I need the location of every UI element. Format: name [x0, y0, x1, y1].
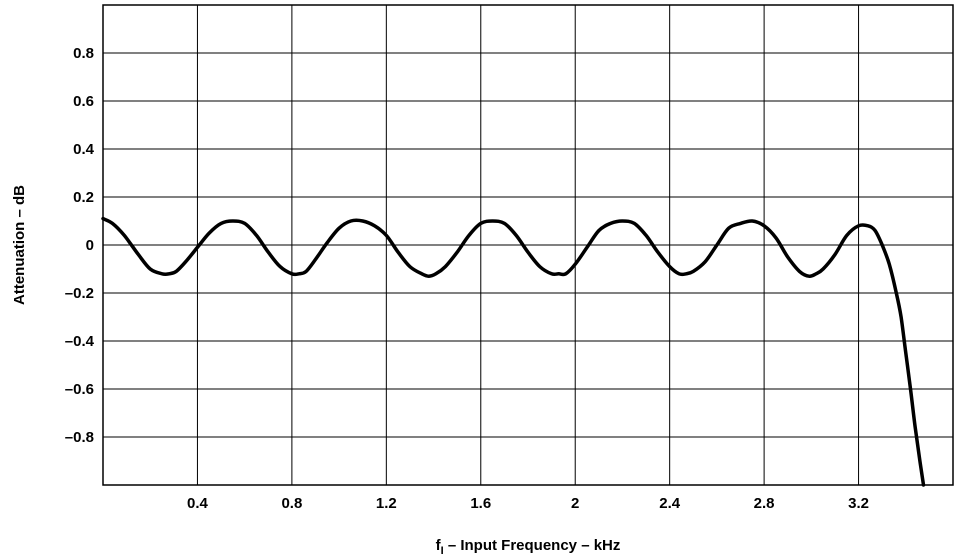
- x-axis-label-symbol: f: [436, 537, 442, 554]
- x-axis-label: fI – Input Frequency – kHz: [436, 537, 621, 556]
- plot-frame: [102, 4, 954, 486]
- series-layer: [101, 216, 926, 487]
- y-tick-label: 0.6: [73, 93, 94, 110]
- y-tick-label: 0.8: [73, 45, 94, 62]
- y-tick-label: 0.2: [73, 189, 94, 206]
- y-tick-label: –0.4: [65, 333, 95, 350]
- x-tick-label: 2: [571, 495, 579, 512]
- y-tick-label: 0: [86, 237, 94, 254]
- x-tick-label: 3.2: [848, 495, 869, 512]
- y-tick-labels: 0.8 0.6 0.4 0.2 0 –0.2 –0.4 –0.6 –0.8: [65, 45, 95, 446]
- x-axis-label-subscript: I: [441, 545, 444, 556]
- x-tick-label: 2.8: [754, 495, 775, 512]
- x-tick-label: 1.2: [376, 495, 397, 512]
- x-axis-label-text: – Input Frequency – kHz: [444, 537, 621, 554]
- y-axis-label: Attenuation – dB: [11, 185, 28, 305]
- y-tick-label: 0.4: [73, 141, 95, 158]
- y-tick-label: –0.2: [65, 285, 94, 302]
- y-tick-label: –0.6: [65, 381, 94, 398]
- x-tick-labels: 0.4 0.8 1.2 1.6 2 2.4 2.8 3.2: [187, 495, 869, 512]
- x-tick-label: 1.6: [470, 495, 491, 512]
- y-tick-label: –0.8: [65, 429, 94, 446]
- series-line-0: [101, 216, 926, 487]
- x-tick-label: 2.4: [659, 495, 681, 512]
- x-tick-label: 0.4: [187, 495, 209, 512]
- x-tick-label: 0.8: [281, 495, 302, 512]
